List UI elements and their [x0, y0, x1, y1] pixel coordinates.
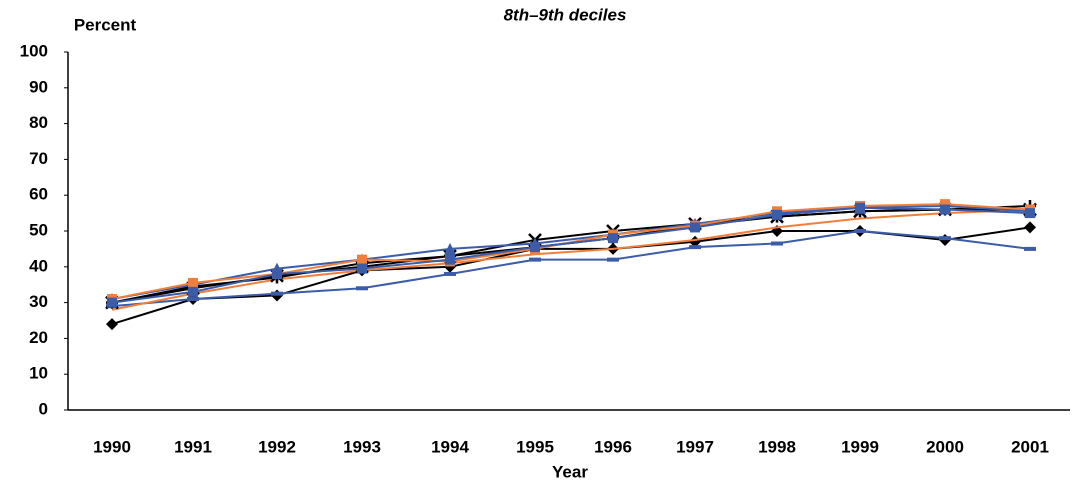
marker	[771, 241, 783, 246]
x-tick-label: 1999	[841, 437, 879, 456]
x-tick-label: 1995	[516, 437, 554, 456]
marker	[607, 257, 619, 262]
marker	[689, 245, 701, 250]
marker	[357, 263, 367, 274]
y-tick-label: 90	[29, 77, 48, 96]
x-axis-label: Year	[552, 462, 588, 481]
marker	[444, 242, 456, 255]
marker	[107, 297, 117, 308]
x-tick-label: 1994	[431, 437, 469, 456]
x-tick-label: 2001	[1011, 437, 1049, 456]
x-tick-label: 1991	[174, 437, 212, 456]
marker	[272, 268, 282, 279]
marker	[1025, 208, 1035, 219]
x-tick-label: 1993	[343, 437, 381, 456]
marker	[608, 233, 618, 244]
marker	[530, 242, 540, 253]
marker	[529, 257, 541, 262]
y-tick-label: 30	[29, 292, 48, 311]
marker	[1024, 246, 1036, 251]
marker	[940, 204, 950, 215]
marker	[188, 286, 198, 297]
y-tick-label: 40	[29, 256, 48, 275]
series-line	[111, 204, 1031, 304]
x-tick-label: 1996	[594, 437, 632, 456]
y-tick-label: 0	[39, 399, 48, 418]
y-tick-label: 60	[29, 185, 48, 204]
marker	[444, 271, 456, 276]
x-tick-label: 1998	[758, 437, 796, 456]
marker	[271, 291, 283, 296]
y-axis-label: Percent	[74, 15, 137, 34]
marker	[356, 286, 368, 291]
chart-title: 8th–9th deciles	[504, 5, 627, 24]
marker	[940, 199, 950, 210]
y-tick-label: 70	[29, 149, 48, 168]
marker	[187, 297, 199, 302]
marker	[854, 229, 866, 233]
x-tick-label: 2000	[926, 437, 964, 456]
series-line	[111, 229, 1031, 308]
marker	[939, 236, 951, 241]
marker	[357, 254, 367, 265]
x-tick-label: 1992	[258, 437, 296, 456]
marker	[106, 318, 118, 331]
marker	[188, 277, 198, 288]
marker	[855, 202, 865, 213]
x-tick-label: 1990	[93, 437, 131, 456]
marker	[772, 209, 782, 220]
marker	[1024, 221, 1036, 234]
series-line	[111, 208, 1031, 311]
series-line	[111, 206, 1031, 304]
y-tick-label: 80	[29, 113, 48, 132]
y-tick-label: 50	[29, 220, 48, 239]
y-tick-label: 10	[29, 364, 48, 383]
x-tick-label: 1997	[676, 437, 714, 456]
y-tick-label: 20	[29, 328, 48, 347]
marker	[690, 222, 700, 233]
marker	[445, 254, 455, 265]
series-line	[111, 208, 1030, 304]
y-tick-label: 100	[20, 41, 48, 60]
